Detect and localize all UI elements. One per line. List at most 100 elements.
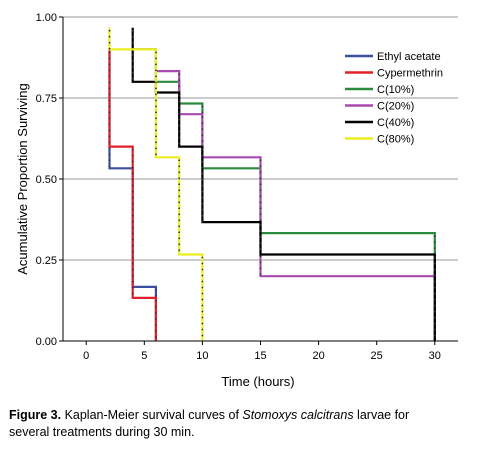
x-tick-label-3: 15 (254, 350, 266, 362)
series-point-cypermethrin (108, 69, 111, 72)
series-point-c-80 (178, 249, 181, 252)
series-point-c-20 (178, 79, 181, 82)
series-point-c-80 (201, 328, 204, 331)
series-point-c-20 (201, 122, 204, 125)
x-tick-label-1: 5 (141, 350, 147, 362)
series-point-c-80 (108, 35, 111, 38)
series-point-c-40 (131, 29, 134, 32)
series-point-c-80 (155, 141, 157, 144)
series-point-c-10 (433, 235, 436, 238)
series-point-c-40 (201, 184, 204, 187)
series-point-c-80 (155, 129, 157, 132)
series-point-ethyl-acetate (155, 288, 157, 291)
series-point-c-10 (201, 105, 204, 108)
series-point-c-40 (433, 292, 436, 295)
series-point-cypermethrin (131, 232, 134, 235)
series-point-c-40 (131, 59, 134, 62)
series-point-c-20 (259, 255, 262, 258)
series-point-cypermethrin (131, 172, 134, 175)
series-point-c-40 (433, 280, 436, 283)
series-point-cypermethrin (131, 148, 134, 151)
series-point-c-40 (259, 242, 262, 244)
series-point-c-80 (178, 189, 181, 192)
series-point-cypermethrin (155, 330, 157, 332)
series-point-c-40 (433, 310, 436, 313)
series-point-c-80 (201, 322, 204, 325)
series-point-c-20 (259, 159, 262, 162)
series-point-c-80 (155, 105, 157, 108)
series-point-c-80 (155, 75, 157, 78)
series-point-c-80 (201, 316, 204, 319)
series-point-c-20 (259, 183, 262, 186)
series-point-c-80 (108, 47, 111, 50)
series-point-c-40 (178, 124, 181, 127)
y-tick-label-2: 0.50 (36, 174, 57, 186)
series-point-cypermethrin (108, 87, 111, 90)
series-point-c-80 (155, 135, 157, 138)
series-point-c-20 (201, 140, 204, 143)
series-point-c-40 (433, 274, 436, 277)
series-point-cypermethrin (131, 154, 134, 157)
series-point-cypermethrin (108, 99, 111, 102)
series-point-c-20 (201, 116, 204, 119)
series-point-cypermethrin (108, 135, 111, 138)
series-point-c-20 (259, 201, 262, 204)
caption-text-1: Kaplan-Meier survival curves of (61, 408, 242, 422)
legend-label-c-20: C(20%) (377, 101, 414, 113)
series-point-c-40 (201, 220, 204, 223)
series-point-c-80 (201, 292, 204, 295)
series-point-cypermethrin (131, 202, 134, 205)
series-point-c-40 (433, 316, 436, 319)
series-point-c-80 (155, 81, 157, 84)
series-point-cypermethrin (131, 166, 134, 169)
series-point-cypermethrin (108, 129, 111, 132)
series-point-cypermethrin (155, 318, 157, 320)
series-point-c-40 (178, 136, 181, 139)
series-point-cypermethrin (108, 63, 111, 66)
legend-label-c-80: C(80%) (377, 134, 414, 146)
y-tick-label-3: 0.75 (36, 93, 57, 105)
series-point-c-40 (259, 236, 262, 238)
series-point-cypermethrin (131, 256, 134, 259)
series-point-cypermethrin (131, 160, 134, 163)
series-point-cypermethrin (108, 105, 111, 108)
series-line-c-80 (108, 27, 204, 341)
series-point-c-80 (201, 268, 204, 271)
series-point-c-80 (201, 334, 204, 337)
x-tick-label-5: 25 (371, 350, 383, 362)
x-tick-label-6: 30 (429, 350, 441, 362)
caption-species: Stomoxys calcitrans (242, 408, 353, 422)
legend: Ethyl acetate Cypermethrin C(10%) C(20%) C(4… (345, 51, 443, 146)
series-point-c-40 (178, 118, 181, 121)
legend-label-cypermethrin: Cypermethrin (377, 68, 443, 80)
series-point-cypermethrin (131, 226, 134, 229)
series-point-c-40 (433, 286, 436, 289)
y-tick-label-4: 1.00 (36, 12, 57, 24)
series-point-c-40 (201, 178, 204, 181)
series-point-c-80 (155, 57, 157, 60)
series-point-cypermethrin (131, 220, 134, 223)
series-point-c-40 (178, 100, 181, 103)
series-point-cypermethrin (131, 250, 134, 253)
series-point-c-40 (433, 334, 436, 337)
series-point-cypermethrin (108, 123, 111, 126)
series-point-c-20 (259, 189, 262, 192)
series-point-c-40 (201, 202, 204, 205)
series-point-c-40 (131, 71, 134, 74)
series-point-c-80 (155, 111, 157, 114)
x-axis-title: Time (hours) (221, 374, 294, 389)
series-point-cypermethrin (108, 81, 111, 84)
series-point-c-40 (433, 268, 436, 271)
series-point-c-40 (433, 256, 436, 259)
series-point-c-80 (178, 201, 181, 204)
legend-label-c-40: C(40%) (377, 117, 414, 129)
series-point-cypermethrin (131, 184, 134, 187)
series-point-cypermethrin (131, 214, 134, 217)
series-point-cypermethrin (108, 111, 111, 114)
series-point-c-40 (201, 214, 204, 217)
series-line-c-40 (131, 27, 436, 341)
series-point-c-40 (201, 172, 204, 175)
series-point-c-20 (259, 273, 262, 276)
series-point-c-40 (201, 196, 204, 199)
